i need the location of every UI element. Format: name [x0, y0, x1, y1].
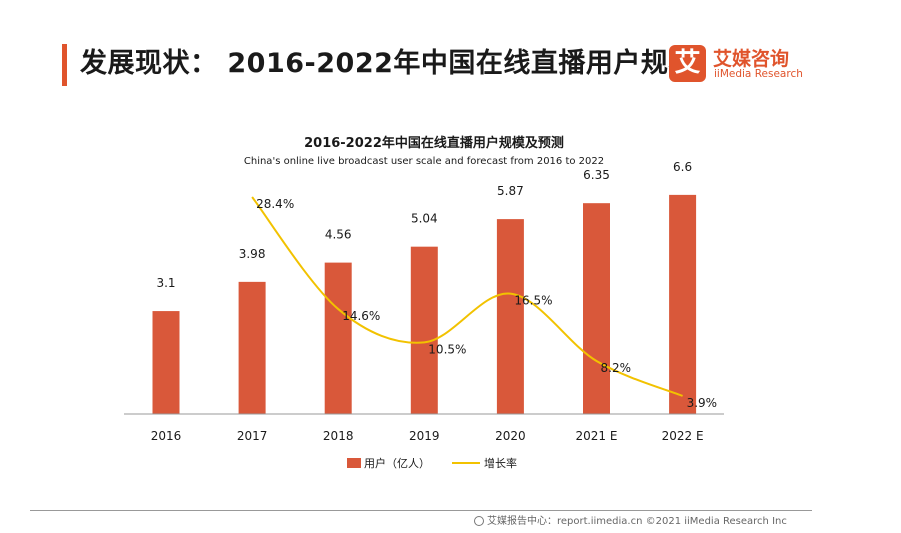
bar-value-label: 3.98: [239, 247, 266, 261]
bar-value-label: 4.56: [325, 228, 352, 242]
growth-rate-line: [251, 196, 683, 397]
legend-bar-swatch: [347, 458, 361, 468]
bar-2020: [496, 219, 524, 414]
x-tick-label: 2016: [151, 429, 182, 443]
growth-line-group: 28.4% 14.6% 10.5% 16.5% 8.2% 3.9%: [251, 196, 718, 410]
growth-rate-label: 8.2%: [601, 361, 632, 375]
logo-name-en: iiMedia Research: [714, 68, 803, 80]
bar-2019: [410, 246, 438, 414]
bar-value-label: 3.1: [156, 276, 175, 290]
bar-value-label: 5.87: [497, 184, 524, 198]
x-tick-label: 2019: [409, 429, 440, 443]
footer-divider: [30, 510, 812, 511]
title-accent-bar: [62, 44, 67, 86]
logo-mark-icon: 艾: [669, 45, 706, 82]
bar-2017: [238, 281, 266, 414]
x-tick-label: 2020: [495, 429, 526, 443]
chart-title: 2016-2022年中国在线直播用户规模及预测: [304, 135, 564, 151]
x-tick-label: 2018: [323, 429, 354, 443]
footer-source: 艾媒报告中心：report.iimedia.cn ©2021 iiMedia R…: [474, 512, 787, 527]
bar-2022-E: [669, 194, 697, 414]
source-icon: [474, 516, 484, 526]
x-tick-label: 2021 E: [576, 429, 618, 443]
bar-value-label: 6.6: [673, 160, 692, 174]
bar-value-label: 6.35: [583, 168, 610, 182]
growth-rate-label: 28.4%: [256, 197, 294, 211]
x-axis-ticks: 2016 2017 2018 2019 2020 2021 E 2022 E: [151, 429, 704, 443]
brand-logo: 艾 艾媒咨询 iiMedia Research: [669, 44, 809, 86]
x-tick-label: 2022 E: [662, 429, 704, 443]
bar-2021-E: [583, 203, 610, 414]
x-tick-label: 2017: [237, 429, 268, 443]
growth-rate-label: 10.5%: [428, 342, 466, 356]
chart-subtitle: China's online live broadcast user scale…: [244, 156, 604, 167]
bar-2016: [152, 311, 180, 414]
footer-text: 艾媒报告中心：report.iimedia.cn ©2021 iiMedia R…: [487, 516, 787, 527]
growth-rate-label: 3.9%: [687, 396, 718, 410]
growth-rate-label: 16.5%: [514, 294, 552, 308]
bar-value-label: 5.04: [411, 212, 438, 226]
growth-rate-label: 14.6%: [342, 309, 380, 323]
bar-series-group: 3.1 3.98 4.56 5.04 5.87 6.35 6.6: [152, 160, 697, 414]
chart-legend: 用户（亿人） 增长率: [347, 456, 517, 470]
logo-name-cn: 艾媒咨询: [713, 48, 790, 70]
page-title: 发展现状： 2016-2022年中国在线直播用户规模: [80, 48, 696, 79]
bar-2018: [324, 262, 352, 414]
legend-bar-label: 用户（亿人）: [364, 456, 430, 470]
legend-line-label: 增长率: [484, 456, 517, 470]
